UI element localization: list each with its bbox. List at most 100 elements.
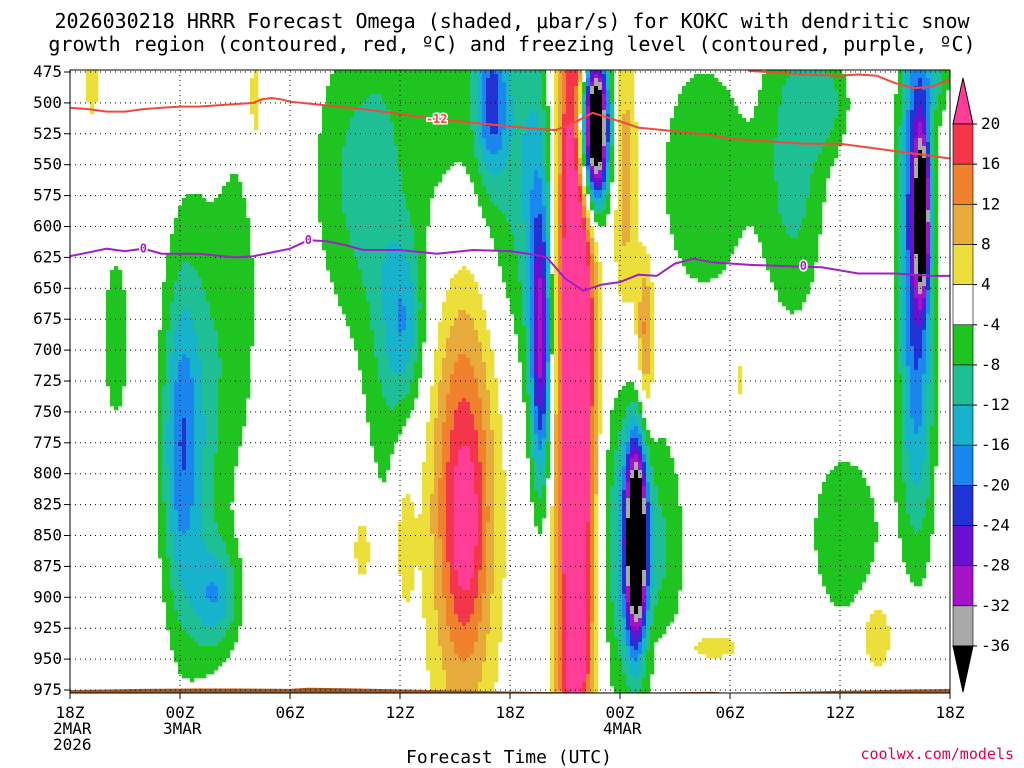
omega-cell — [114, 362, 119, 367]
omega-cell — [166, 342, 171, 347]
omega-cell — [206, 662, 211, 667]
omega-cell — [178, 234, 183, 239]
omega-cell — [174, 562, 179, 567]
omega-cell — [194, 674, 199, 679]
omega-cell — [210, 654, 215, 659]
omega-cell — [426, 170, 431, 175]
omega-cell — [406, 258, 411, 263]
omega-cell — [330, 146, 335, 151]
omega-cell — [242, 210, 247, 215]
omega-cell — [338, 274, 343, 279]
omega-cell — [162, 342, 167, 347]
omega-cell — [410, 230, 415, 235]
omega-cell — [162, 578, 167, 583]
omega-cell — [426, 102, 431, 107]
omega-cell — [346, 222, 351, 227]
omega-cell — [222, 466, 227, 471]
omega-cell — [414, 198, 419, 203]
omega-cell — [418, 154, 423, 159]
omega-cell — [426, 622, 431, 627]
omega-cell — [342, 162, 347, 167]
omega-cell — [198, 290, 203, 295]
omega-cell — [174, 630, 179, 635]
omega-cell — [110, 314, 115, 319]
omega-cell — [186, 318, 191, 323]
omega-cell — [390, 382, 395, 387]
omega-cell — [194, 494, 199, 499]
omega-cell — [378, 82, 383, 87]
omega-cell — [198, 262, 203, 267]
omega-cell — [202, 498, 207, 503]
omega-cell — [318, 146, 323, 151]
omega-cell — [418, 194, 423, 199]
omega-cell — [394, 234, 399, 239]
omega-cell — [370, 358, 375, 363]
omega-cell — [410, 142, 415, 147]
omega-cell — [214, 606, 219, 611]
omega-cell — [118, 274, 123, 279]
omega-cell — [338, 118, 343, 123]
omega-cell — [406, 166, 411, 171]
omega-cell — [386, 230, 391, 235]
omega-cell — [426, 598, 431, 603]
omega-cell — [202, 250, 207, 255]
omega-cell — [194, 486, 199, 491]
omega-cell — [406, 406, 411, 411]
omega-cell — [218, 378, 223, 383]
omega-cell — [162, 294, 167, 299]
omega-cell — [398, 274, 403, 279]
omega-cell — [202, 290, 207, 295]
omega-cell — [430, 90, 435, 95]
omega-cell — [410, 322, 415, 327]
omega-cell — [410, 106, 415, 111]
omega-cell — [206, 466, 211, 471]
omega-cell — [210, 386, 215, 391]
omega-cell — [334, 254, 339, 259]
omega-cell — [386, 210, 391, 215]
omega-cell — [370, 178, 375, 183]
omega-cell — [410, 502, 415, 507]
omega-cell — [406, 326, 411, 331]
omega-cell — [190, 530, 195, 535]
omega-cell — [362, 258, 367, 263]
omega-cell — [242, 218, 247, 223]
omega-cell — [414, 86, 419, 91]
omega-cell — [202, 286, 207, 291]
omega-cell — [202, 474, 207, 479]
omega-cell — [206, 646, 211, 651]
omega-cell — [202, 614, 207, 619]
omega-cell — [358, 122, 363, 127]
omega-cell — [414, 278, 419, 283]
omega-cell — [422, 286, 427, 291]
omega-cell — [182, 402, 187, 407]
omega-cell — [402, 246, 407, 251]
omega-cell — [174, 350, 179, 355]
omega-cell — [406, 298, 411, 303]
omega-cell — [426, 546, 431, 551]
omega-cell — [378, 362, 383, 367]
omega-cell — [218, 302, 223, 307]
omega-cell — [242, 314, 247, 319]
omega-cell — [198, 558, 203, 563]
omega-cell — [394, 414, 399, 419]
omega-cell — [218, 606, 223, 611]
omega-cell — [222, 474, 227, 479]
omega-cell — [174, 638, 179, 643]
omega-cell — [194, 606, 199, 611]
omega-cell — [178, 262, 183, 267]
omega-cell — [242, 310, 247, 315]
omega-cell — [346, 94, 351, 99]
omega-cell — [226, 606, 231, 611]
omega-cell — [386, 438, 391, 443]
omega-cell — [390, 170, 395, 175]
omega-cell — [382, 78, 387, 83]
omega-cell — [198, 250, 203, 255]
omega-cell — [158, 554, 163, 559]
omega-cell — [226, 198, 231, 203]
omega-cell — [370, 314, 375, 319]
omega-cell — [202, 530, 207, 535]
omega-cell — [234, 262, 239, 267]
omega-cell — [174, 650, 179, 655]
omega-cell — [122, 346, 127, 351]
omega-cell — [158, 370, 163, 375]
